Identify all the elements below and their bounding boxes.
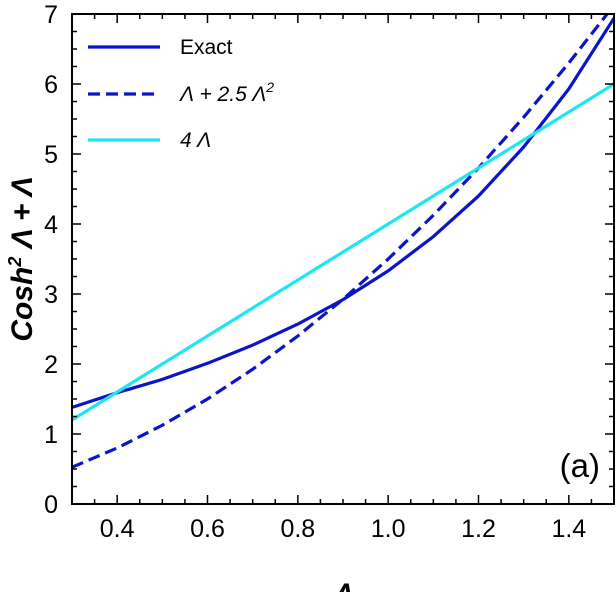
x-tick-label: 0.6 (190, 515, 225, 543)
y-tick-label: 5 (44, 141, 58, 169)
plot-frame (71, 13, 615, 505)
series-line-approx (72, 14, 610, 469)
y-tick-label: 3 (44, 281, 58, 309)
y-tick-label: 7 (44, 1, 58, 29)
y-axis-label: Cosh2 Λ + Λ (5, 176, 39, 341)
x-tick-label: 1.0 (371, 515, 406, 543)
legend-label-approx: Λ + 2.5 Λ2 (179, 79, 274, 106)
tick-layer: 0.4 0.6 0.8 1.0 1.2 1.4 0 1 2 3 4 5 6 7 (44, 1, 615, 543)
x-tick-label: 1.2 (461, 515, 496, 543)
y-axis-label-base: Cosh (6, 267, 39, 342)
panel-label: (a) (560, 447, 600, 484)
x-tick-label: 0.4 (100, 515, 135, 543)
series-line-exact (72, 17, 614, 409)
legend-label-exact: Exact (180, 36, 233, 59)
y-axis-label-sup: 2 (5, 257, 25, 268)
y-tick-label: 4 (44, 211, 58, 239)
legend: Exact Λ + 2.5 Λ2 4 Λ (88, 36, 274, 152)
y-tick-label: 2 (44, 351, 58, 379)
legend-label-approx-base: Λ + 2.5 Λ (179, 83, 266, 106)
series-line-linear (72, 82, 614, 422)
x-tick-label: 1.4 (551, 515, 586, 543)
y-tick-label: 0 (44, 491, 58, 519)
x-tick-label: 0.8 (280, 515, 315, 543)
legend-label-linear: 4 Λ (180, 129, 211, 152)
y-tick-label: 6 (44, 71, 58, 99)
y-tick-label: 1 (44, 421, 58, 449)
series-layer (72, 14, 614, 469)
x-axis-label: Λ (332, 578, 354, 592)
legend-label-approx-sup: 2 (265, 79, 274, 95)
y-axis-label-rest: Λ + Λ (6, 176, 39, 256)
